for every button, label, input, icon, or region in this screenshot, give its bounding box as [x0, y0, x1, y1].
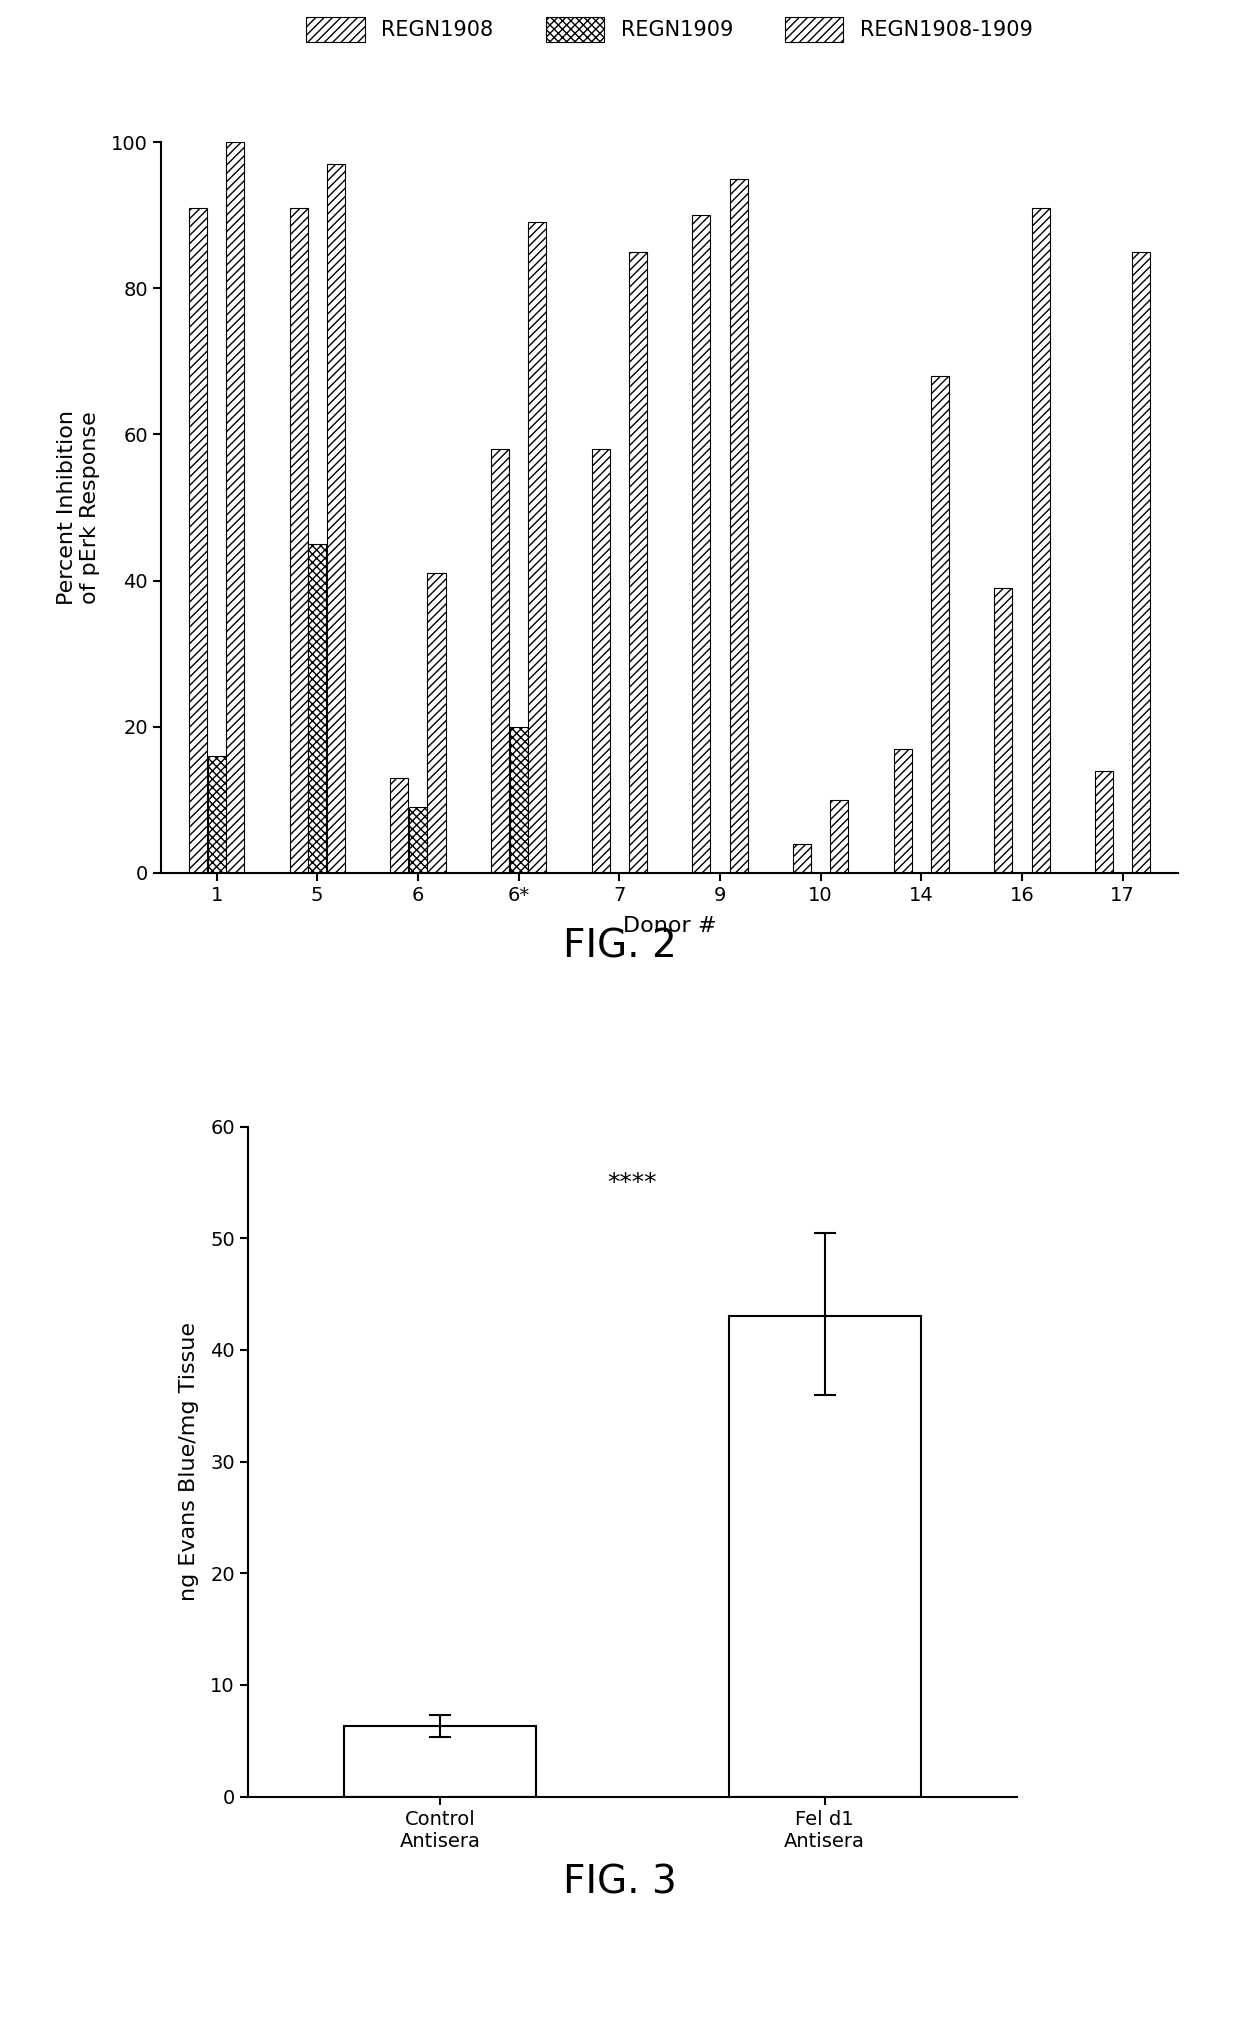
- Bar: [528, 223, 547, 873]
- Bar: [207, 755, 226, 873]
- Y-axis label: ng Evans Blue/mg Tissue: ng Evans Blue/mg Tissue: [179, 1322, 198, 1602]
- Text: ****: ****: [608, 1171, 657, 1196]
- Bar: [1095, 771, 1114, 873]
- Bar: [729, 1317, 920, 1797]
- Bar: [510, 727, 528, 873]
- Bar: [692, 215, 711, 873]
- Bar: [290, 207, 308, 873]
- Bar: [931, 376, 949, 873]
- Bar: [327, 164, 345, 873]
- Bar: [629, 252, 647, 873]
- Text: FIG. 2: FIG. 2: [563, 928, 677, 966]
- Bar: [491, 449, 510, 873]
- Bar: [830, 800, 848, 873]
- Bar: [391, 777, 408, 873]
- Bar: [1132, 252, 1151, 873]
- Bar: [894, 749, 911, 873]
- Bar: [994, 589, 1012, 873]
- Bar: [188, 207, 207, 873]
- Bar: [729, 179, 748, 873]
- Bar: [1032, 207, 1049, 873]
- Y-axis label: Percent Inhibition
of pErk Response: Percent Inhibition of pErk Response: [57, 410, 100, 605]
- Bar: [309, 544, 326, 873]
- X-axis label: Donor #: Donor #: [622, 916, 717, 936]
- Text: FIG. 3: FIG. 3: [563, 1864, 677, 1902]
- Bar: [409, 808, 427, 873]
- Legend: REGN1908, REGN1909, REGN1908-1909: REGN1908, REGN1909, REGN1908-1909: [296, 6, 1043, 53]
- Bar: [792, 844, 811, 873]
- Bar: [591, 449, 610, 873]
- Bar: [226, 142, 244, 873]
- Bar: [428, 572, 445, 873]
- Bar: [345, 1726, 537, 1797]
